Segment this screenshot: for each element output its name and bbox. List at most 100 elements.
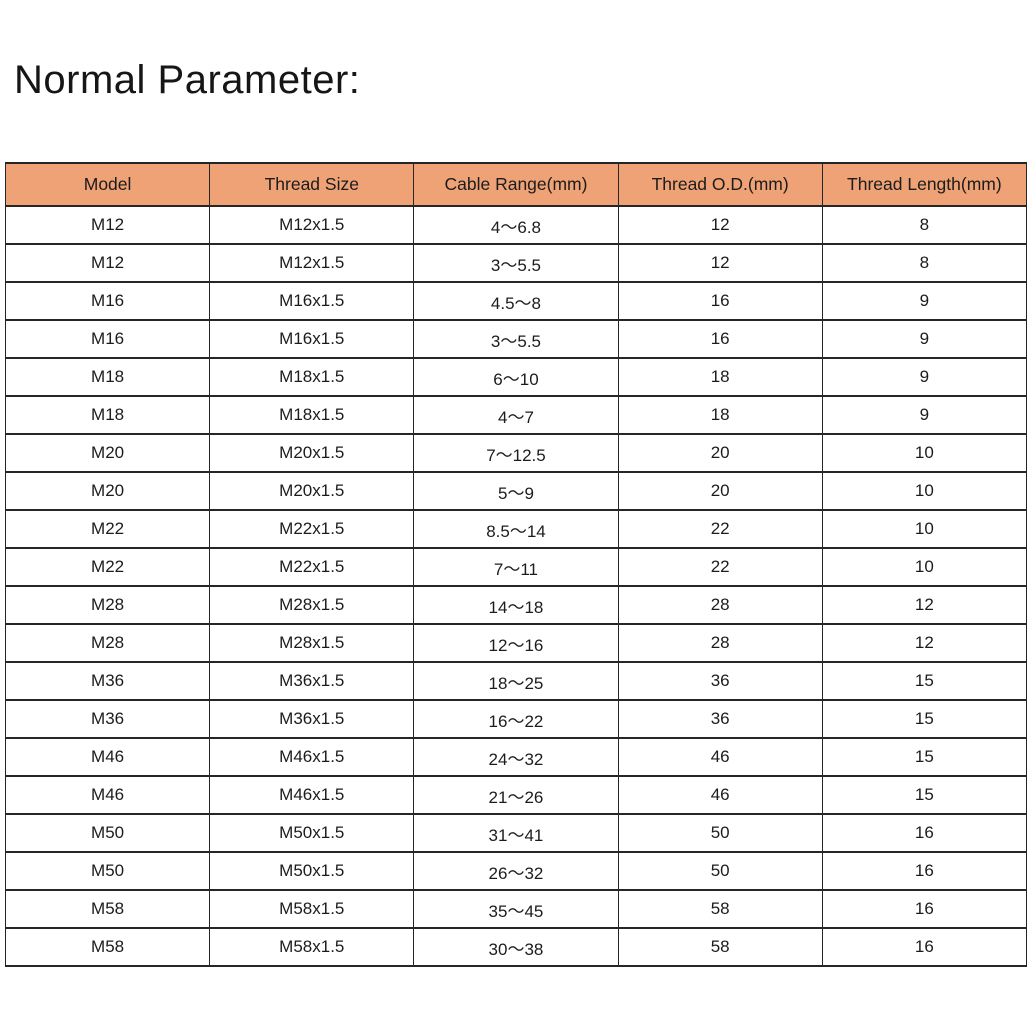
table-cell: M50 — [4, 851, 211, 891]
table-cell: M28 — [4, 585, 211, 625]
table-cell: 7～11 — [413, 547, 619, 587]
table-cell: M58 — [4, 889, 211, 929]
table-cell: 58 — [617, 889, 823, 929]
table-cell: 28 — [617, 623, 823, 663]
table-cell: M18x1.5 — [209, 395, 415, 435]
table-cell: 31～41 — [413, 813, 619, 853]
table-cell: M28 — [4, 623, 211, 663]
table-cell: 26～32 — [413, 851, 619, 891]
table-cell: M50x1.5 — [209, 851, 415, 891]
table-cell: 3～5.5 — [413, 243, 619, 283]
table-cell: M18x1.5 — [209, 357, 415, 397]
table-row: M58 M58x1.5 30～38 58 16 — [4, 927, 1028, 967]
table-cell: 15 — [821, 775, 1028, 815]
table-row: M20 M20x1.5 5～9 20 10 — [4, 471, 1028, 511]
table-cell: 12 — [617, 243, 823, 283]
table-cell: 20 — [617, 433, 823, 473]
table-cell: 10 — [821, 547, 1028, 587]
parameter-table: Model Thread Size Cable Range(mm) Thread… — [4, 162, 1028, 967]
table-row: M50 M50x1.5 31～41 50 16 — [4, 813, 1028, 853]
table-row: M12 M12x1.5 4～6.8 12 8 — [4, 205, 1028, 245]
table-body: M12 M12x1.5 4～6.8 12 8 M12 M12x1.5 3～5.5 12 8 M16 M… — [4, 205, 1028, 967]
table-cell: M12 — [4, 205, 211, 245]
table-cell: M36 — [4, 699, 211, 739]
table-cell: 22 — [617, 509, 823, 549]
table-cell: 10 — [821, 471, 1028, 511]
table-cell: 16 — [821, 813, 1028, 853]
table-row: M16 M16x1.5 4.5～8 16 9 — [4, 281, 1028, 321]
table-cell: 15 — [821, 737, 1028, 777]
table-cell: M36x1.5 — [209, 661, 415, 701]
table-cell: M20x1.5 — [209, 471, 415, 511]
table-cell: M36x1.5 — [209, 699, 415, 739]
table-cell: 10 — [821, 509, 1028, 549]
table-cell: 8 — [821, 205, 1028, 245]
table-cell: 18～25 — [413, 661, 619, 701]
table-cell: 8 — [821, 243, 1028, 283]
table-cell: M22 — [4, 509, 211, 549]
table-cell: 12 — [617, 205, 823, 245]
table-cell: M22x1.5 — [209, 509, 415, 549]
table-cell: M50 — [4, 813, 211, 853]
table-cell: 35～45 — [413, 889, 619, 929]
table-cell: M12 — [4, 243, 211, 283]
table-cell: 16 — [617, 319, 823, 359]
table-cell: 24～32 — [413, 737, 619, 777]
column-header-thread-length: Thread Length(mm) — [821, 162, 1028, 207]
table-cell: M20x1.5 — [209, 433, 415, 473]
table-cell: M36 — [4, 661, 211, 701]
table-row: M36 M36x1.5 18～25 36 15 — [4, 661, 1028, 701]
table-cell: M58 — [4, 927, 211, 967]
table-cell: 12 — [821, 623, 1028, 663]
table-row: M36 M36x1.5 16～22 36 15 — [4, 699, 1028, 739]
table-cell: M18 — [4, 357, 211, 397]
table-cell: 21～26 — [413, 775, 619, 815]
table-cell: M22x1.5 — [209, 547, 415, 587]
table-cell: 16～22 — [413, 699, 619, 739]
column-header-thread-od: Thread O.D.(mm) — [617, 162, 823, 207]
table-cell: 36 — [617, 699, 823, 739]
table-header: Model Thread Size Cable Range(mm) Thread… — [4, 162, 1028, 207]
table-row: M22 M22x1.5 7～11 22 10 — [4, 547, 1028, 587]
table-cell: M50x1.5 — [209, 813, 415, 853]
table-cell: 46 — [617, 737, 823, 777]
table-cell: 5～9 — [413, 471, 619, 511]
table-cell: 20 — [617, 471, 823, 511]
table-cell: 16 — [617, 281, 823, 321]
table-cell: 9 — [821, 357, 1028, 397]
table-row: M58 M58x1.5 35～45 58 16 — [4, 889, 1028, 929]
table-cell: 4～6.8 — [413, 205, 619, 245]
table-cell: 9 — [821, 281, 1028, 321]
table-row: M18 M18x1.5 4～7 18 9 — [4, 395, 1028, 435]
table-cell: 10 — [821, 433, 1028, 473]
table-header-row: Model Thread Size Cable Range(mm) Thread… — [4, 162, 1028, 207]
table-cell: 9 — [821, 395, 1028, 435]
table-row: M12 M12x1.5 3～5.5 12 8 — [4, 243, 1028, 283]
table-cell: M20 — [4, 471, 211, 511]
table-cell: 18 — [617, 395, 823, 435]
table-cell: M12x1.5 — [209, 205, 415, 245]
table-cell: 16 — [821, 851, 1028, 891]
table-cell: M16x1.5 — [209, 319, 415, 359]
table-cell: 16 — [821, 889, 1028, 929]
table-cell: 6～10 — [413, 357, 619, 397]
table-cell: 50 — [617, 851, 823, 891]
table-cell: 46 — [617, 775, 823, 815]
table-cell: M18 — [4, 395, 211, 435]
table-cell: M46x1.5 — [209, 737, 415, 777]
page-title: Normal Parameter: — [14, 58, 361, 102]
table-cell: M46x1.5 — [209, 775, 415, 815]
table-cell: 14～18 — [413, 585, 619, 625]
table-row: M28 M28x1.5 14～18 28 12 — [4, 585, 1028, 625]
table-row: M46 M46x1.5 21～26 46 15 — [4, 775, 1028, 815]
table-cell: M16x1.5 — [209, 281, 415, 321]
column-header-model: Model — [4, 162, 211, 207]
table-cell: 30～38 — [413, 927, 619, 967]
table-row: M18 M18x1.5 6～10 18 9 — [4, 357, 1028, 397]
table-cell: M16 — [4, 319, 211, 359]
table-cell: 7～12.5 — [413, 433, 619, 473]
table-cell: M16 — [4, 281, 211, 321]
table-row: M20 M20x1.5 7～12.5 20 10 — [4, 433, 1028, 473]
column-header-cable-range: Cable Range(mm) — [413, 162, 619, 207]
